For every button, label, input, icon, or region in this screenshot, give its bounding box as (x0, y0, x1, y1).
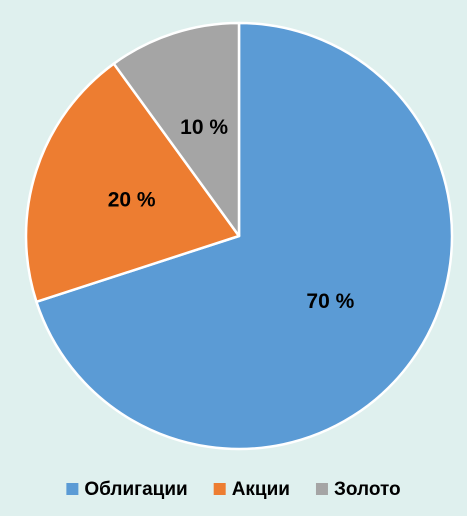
slice-label: 70 % (306, 290, 354, 313)
legend-marker (66, 483, 79, 495)
legend-label: Акции (232, 479, 290, 500)
legend-marker (315, 483, 328, 495)
pie-slice (35, 21, 454, 451)
slice-label: 10 % (180, 116, 228, 139)
slice-label: 20 % (108, 189, 156, 212)
pie: 70 % 20 % 10 % (24, 21, 454, 451)
legend: Облигации Акции Золото (66, 479, 401, 500)
legend-marker (213, 483, 226, 495)
pie-slice (24, 62, 241, 304)
legend-label: Золото (334, 479, 401, 500)
pie-slice (112, 21, 241, 238)
legend-label: Облигации (84, 479, 187, 500)
